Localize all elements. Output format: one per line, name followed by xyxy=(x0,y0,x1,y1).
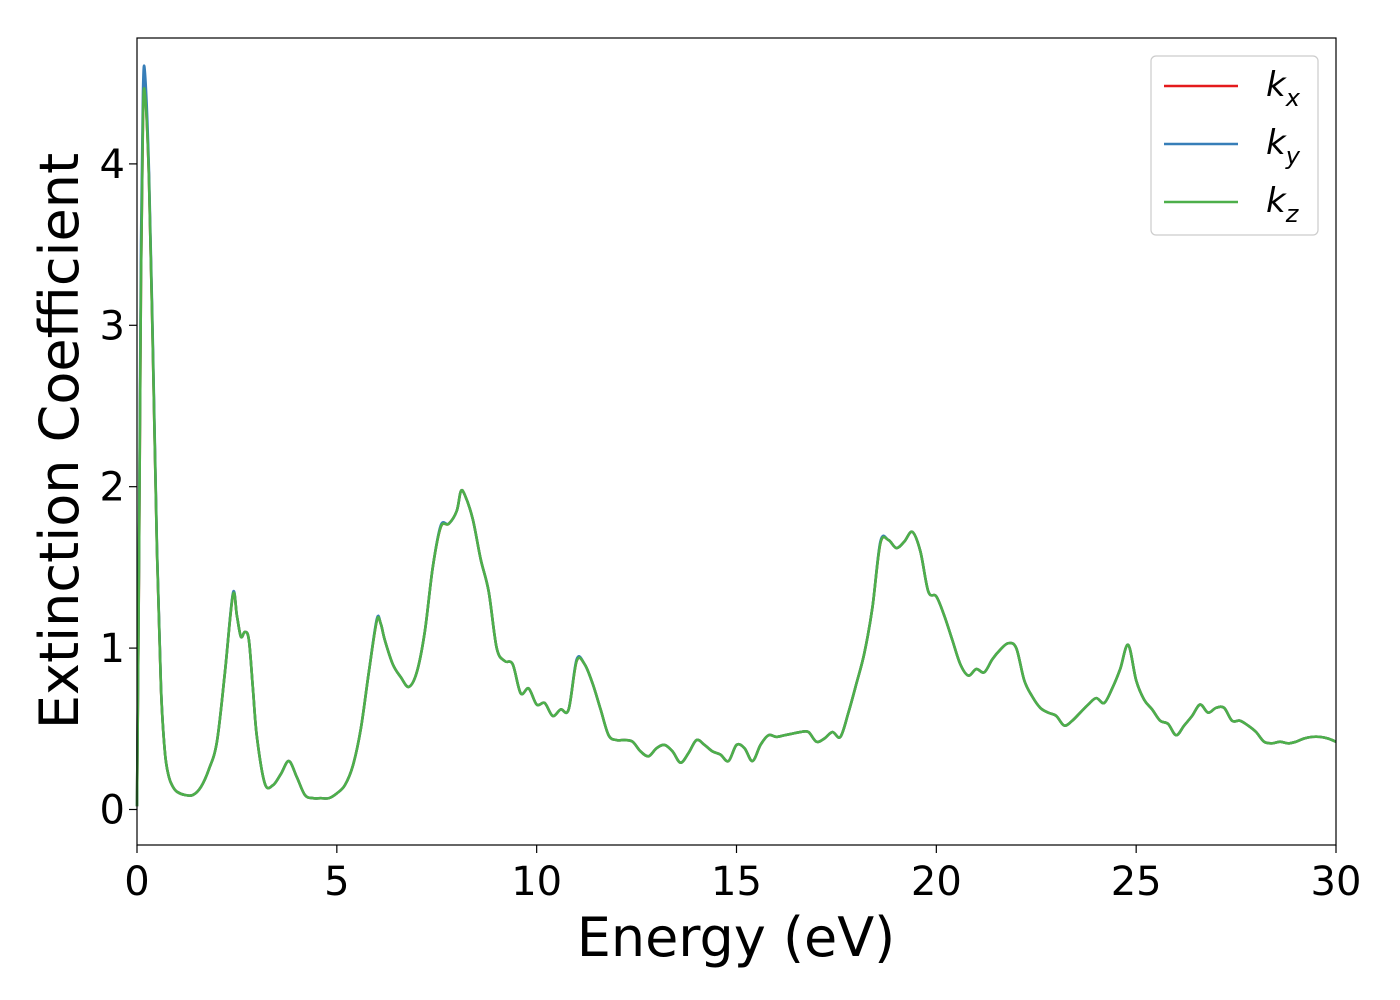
y-tick-label: 4 xyxy=(100,142,125,188)
y-tick-label: 2 xyxy=(100,465,125,511)
series-line-kz xyxy=(135,87,1337,807)
plot-series xyxy=(135,64,1337,807)
x-tick-label: 15 xyxy=(711,859,762,905)
legend-label-kz: kz xyxy=(1266,181,1300,228)
x-tick-label: 25 xyxy=(1111,859,1162,905)
y-tick-label: 0 xyxy=(100,787,125,833)
x-tick-label: 5 xyxy=(324,859,349,905)
x-axis-label: Energy (eV) xyxy=(577,906,896,969)
y-axis-label: Extinction Coefficient xyxy=(28,153,91,729)
legend: kx ky kz xyxy=(1150,55,1319,236)
y-axis-ticks: 0 1 2 3 4 xyxy=(100,142,137,833)
y-tick-label: 1 xyxy=(100,626,125,672)
y-tick-label: 3 xyxy=(100,303,125,349)
legend-frame xyxy=(1150,55,1319,236)
x-tick-label: 10 xyxy=(511,859,562,905)
legend-label-ky: ky xyxy=(1266,123,1301,170)
legend-label-kx: kx xyxy=(1266,65,1301,112)
x-tick-label: 0 xyxy=(124,859,149,905)
x-axis-ticks: 0 5 10 15 20 25 30 xyxy=(124,845,1361,905)
x-tick-label: 20 xyxy=(911,859,962,905)
x-tick-label: 30 xyxy=(1311,859,1362,905)
